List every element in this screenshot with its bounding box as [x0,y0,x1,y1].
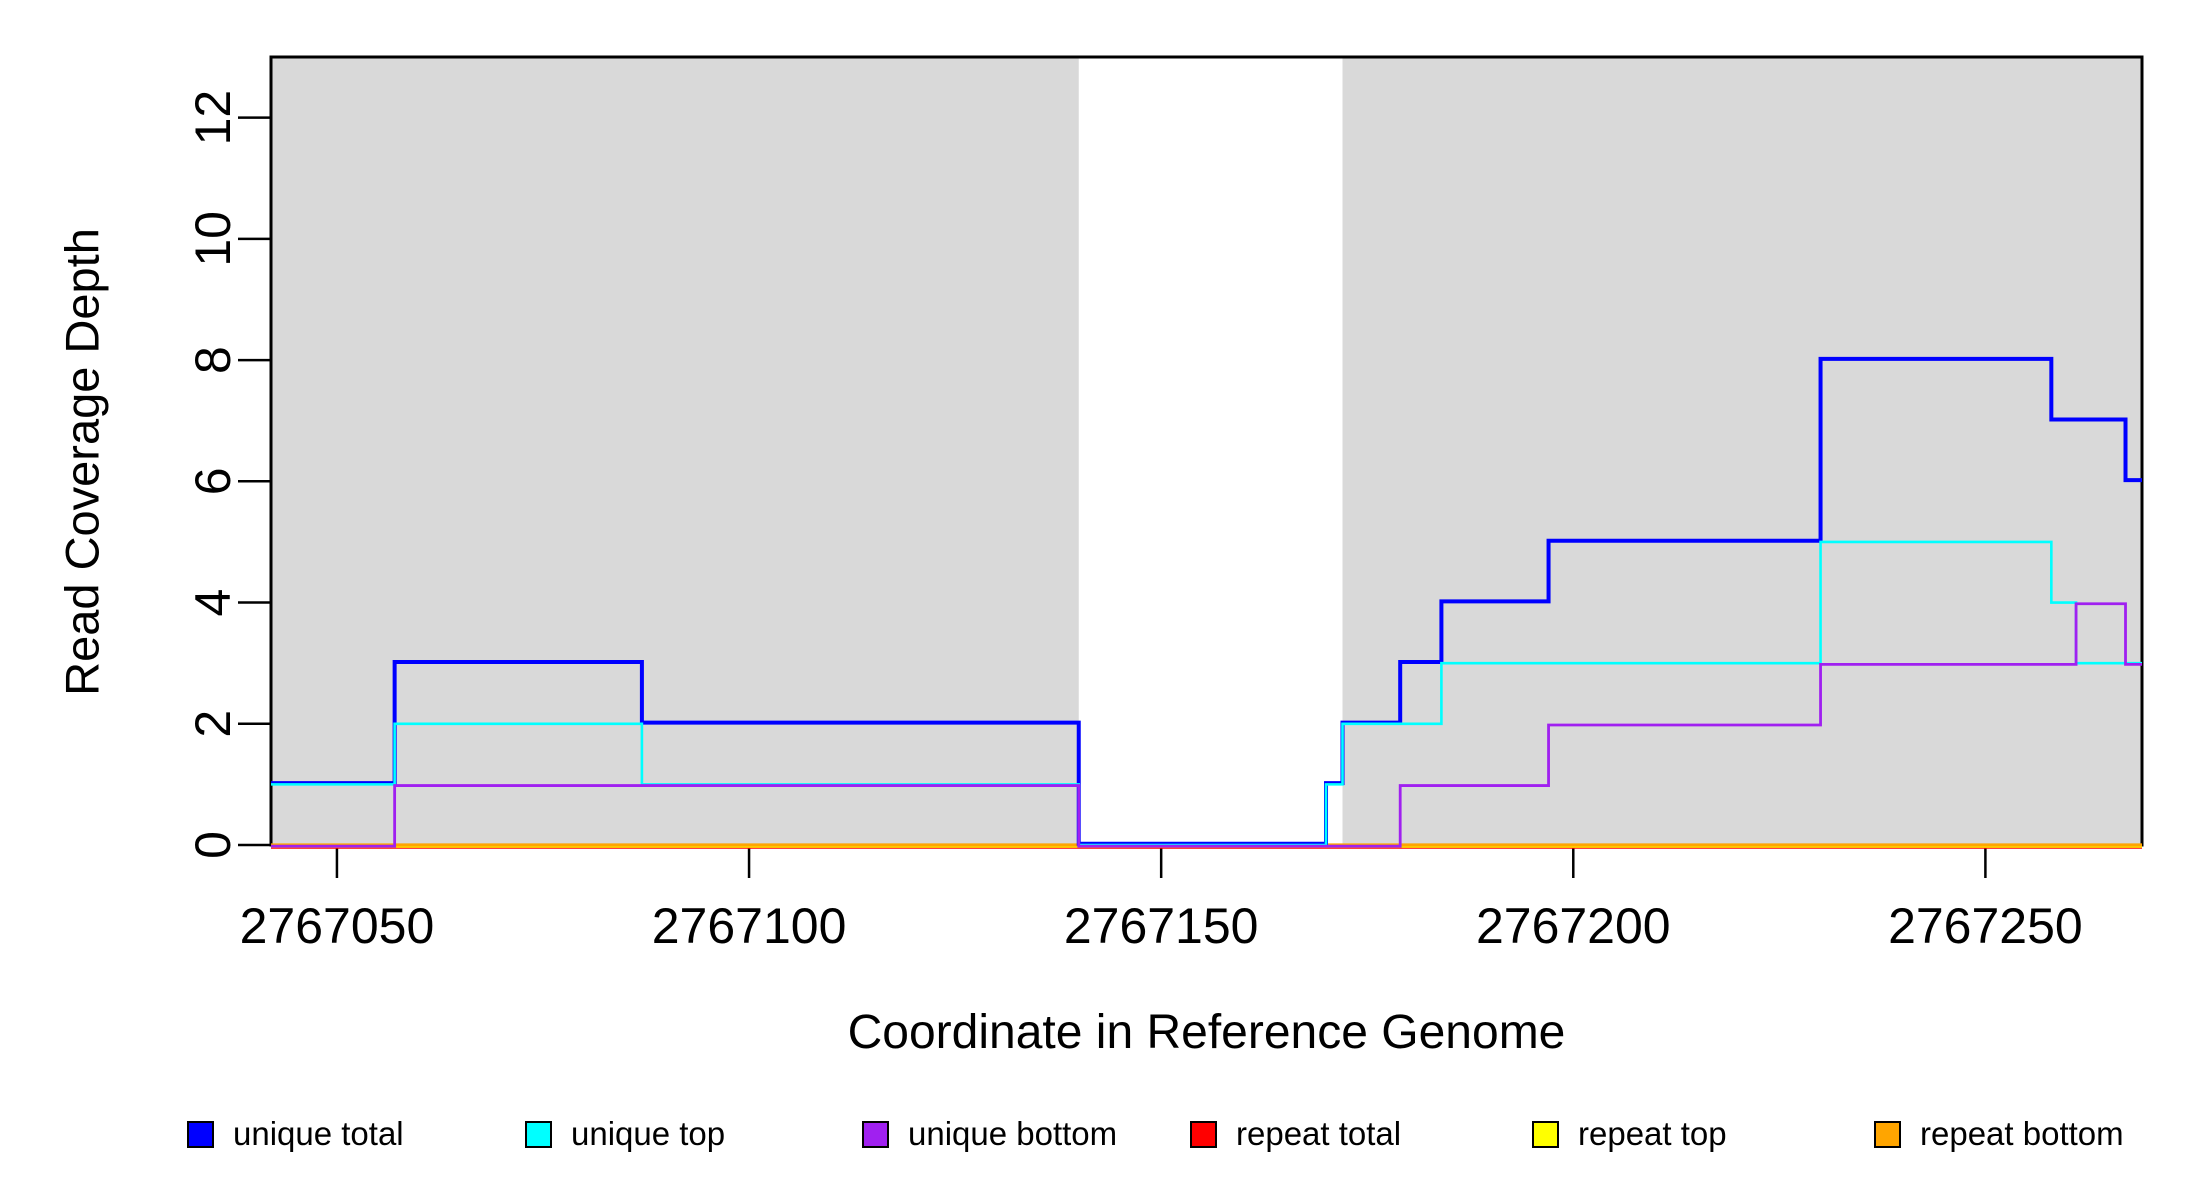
legend-swatch-repeat-top [1532,1120,1559,1148]
x-tick-label: 2767050 [240,898,435,954]
legend-item-repeat-bottom: repeat bottom [1874,1108,2124,1160]
legend-label-repeat-bottom: repeat bottom [1920,1115,2124,1152]
legend-swatch-unique-bottom [862,1120,889,1148]
legend-label-unique-total: unique total [233,1115,404,1152]
legend: unique total unique top unique bottom re… [0,1108,2200,1168]
legend-swatch-unique-top [525,1120,552,1148]
x-tick-label: 2767150 [1064,898,1259,954]
legend-item-repeat-total: repeat total [1190,1108,1401,1160]
legend-label-repeat-top: repeat top [1578,1115,1727,1152]
legend-item-unique-total: unique total [187,1108,404,1160]
series-line-unique-bottom [271,602,2142,848]
y-tick-label: 10 [185,211,241,267]
x-tick-label: 2767100 [652,898,847,954]
legend-label-unique-bottom: unique bottom [908,1115,1118,1152]
series-line-unique-top [271,540,2142,847]
legend-item-unique-top: unique top [525,1108,725,1160]
legend-item-repeat-top: repeat top [1532,1108,1727,1160]
y-tick-label: 6 [185,467,241,495]
legend-label-unique-top: unique top [571,1115,726,1152]
legend-label-repeat-total: repeat total [1236,1115,1402,1152]
legend-item-unique-bottom: unique bottom [862,1108,1117,1160]
legend-swatch-repeat-total [1190,1120,1217,1148]
y-tick-label: 12 [185,90,241,146]
x-tick-label: 2767200 [1476,898,1671,954]
legend-swatch-unique-total [187,1120,214,1148]
x-tick-label: 2767250 [1888,898,2083,954]
y-tick-label: 2 [185,710,241,738]
legend-swatch-repeat-bottom [1874,1120,1901,1148]
y-tick-label: 8 [185,346,241,374]
y-tick-label: 4 [185,589,241,617]
shaded-region [271,57,1079,845]
y-axis-label: Read Coverage Depth [55,228,109,696]
shaded-region [1342,57,2142,845]
y-tick-label: 0 [185,831,241,859]
x-axis-label: Coordinate in Reference Genome [847,1006,1566,1059]
series-line-unique-total [271,356,2142,846]
